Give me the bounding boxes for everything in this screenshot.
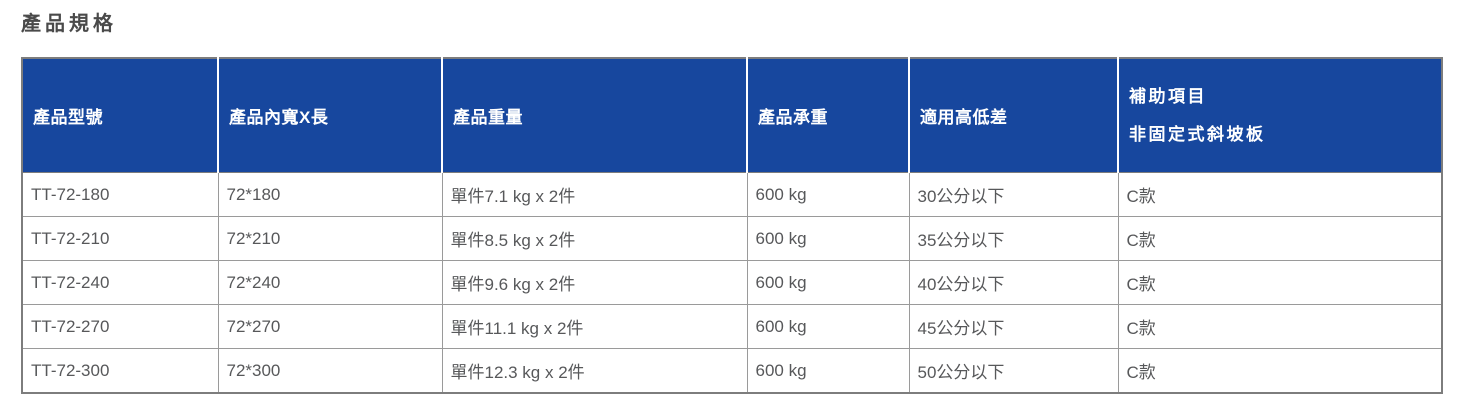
cell-height-difference: 35公分以下 (908, 216, 1119, 261)
cell-load-capacity: 600 kg (746, 260, 910, 305)
cell-subsidy-item: C款 (1117, 216, 1443, 261)
cell-inner-width-length: 72*210 (217, 216, 443, 261)
cell-subsidy-item: C款 (1117, 260, 1443, 305)
cell-product-model: TT-72-300 (21, 348, 219, 394)
cell-height-difference: 30公分以下 (908, 172, 1119, 217)
cell-inner-width-length: 72*180 (217, 172, 443, 217)
cell-load-capacity: 600 kg (746, 348, 910, 394)
table-row: TT-72-270 72*270 單件11.1 kg x 2件 600 kg 4… (21, 304, 1443, 349)
page: 產品規格 產品型號 產品內寬X長 產品重量 產品承重 適用高低差 (21, 13, 1443, 394)
cell-product-model: TT-72-180 (21, 172, 219, 217)
header-label: 產品內寬X長 (229, 108, 329, 127)
table-body: TT-72-180 72*180 單件7.1 kg x 2件 600 kg 30… (21, 172, 1443, 394)
product-spec-table: 產品型號 產品內寬X長 產品重量 產品承重 適用高低差 補助項目 非固定式斜坡板 (21, 57, 1443, 394)
cell-inner-width-length: 72*270 (217, 304, 443, 349)
header-label: 產品型號 (33, 108, 103, 127)
header-height-difference: 適用高低差 (909, 58, 1119, 173)
header-subsidy-item: 補助項目 非固定式斜坡板 (1118, 58, 1442, 173)
header-label-line1: 補助項目 (1129, 87, 1207, 107)
cell-product-weight: 單件9.6 kg x 2件 (441, 260, 748, 305)
table-row: TT-72-240 72*240 單件9.6 kg x 2件 600 kg 40… (21, 260, 1443, 305)
header-label: 適用高低差 (920, 108, 1008, 127)
header-inner-width-length: 產品內寬X長 (218, 58, 443, 173)
cell-subsidy-item: C款 (1117, 304, 1443, 349)
cell-product-model: TT-72-240 (21, 260, 219, 305)
table-row: TT-72-180 72*180 單件7.1 kg x 2件 600 kg 30… (21, 172, 1443, 217)
table-header: 產品型號 產品內寬X長 產品重量 產品承重 適用高低差 補助項目 非固定式斜坡板 (22, 58, 1442, 173)
cell-height-difference: 45公分以下 (908, 304, 1119, 349)
cell-product-weight: 單件8.5 kg x 2件 (441, 216, 748, 261)
cell-product-model: TT-72-270 (21, 304, 219, 349)
cell-product-weight: 單件12.3 kg x 2件 (441, 348, 748, 394)
cell-load-capacity: 600 kg (746, 216, 910, 261)
cell-product-model: TT-72-210 (21, 216, 219, 261)
page-title: 產品規格 (21, 13, 117, 35)
table-row: TT-72-210 72*210 單件8.5 kg x 2件 600 kg 35… (21, 216, 1443, 261)
table-row: TT-72-300 72*300 單件12.3 kg x 2件 600 kg 5… (21, 348, 1443, 394)
header-load-capacity: 產品承重 (747, 58, 910, 173)
header-product-model: 產品型號 (22, 58, 219, 173)
header-label: 產品承重 (758, 108, 828, 127)
cell-subsidy-item: C款 (1117, 172, 1443, 217)
cell-load-capacity: 600 kg (746, 172, 910, 217)
cell-height-difference: 50公分以下 (908, 348, 1119, 394)
cell-load-capacity: 600 kg (746, 304, 910, 349)
header-product-weight: 產品重量 (442, 58, 748, 173)
header-label-line2: 非固定式斜坡板 (1129, 124, 1266, 144)
cell-inner-width-length: 72*240 (217, 260, 443, 305)
cell-inner-width-length: 72*300 (217, 348, 443, 394)
cell-height-difference: 40公分以下 (908, 260, 1119, 305)
cell-product-weight: 單件11.1 kg x 2件 (441, 304, 748, 349)
cell-subsidy-item: C款 (1117, 348, 1443, 394)
header-label: 產品重量 (453, 108, 523, 127)
header-row: 產品型號 產品內寬X長 產品重量 產品承重 適用高低差 補助項目 非固定式斜坡板 (22, 58, 1442, 173)
cell-product-weight: 單件7.1 kg x 2件 (441, 172, 748, 217)
